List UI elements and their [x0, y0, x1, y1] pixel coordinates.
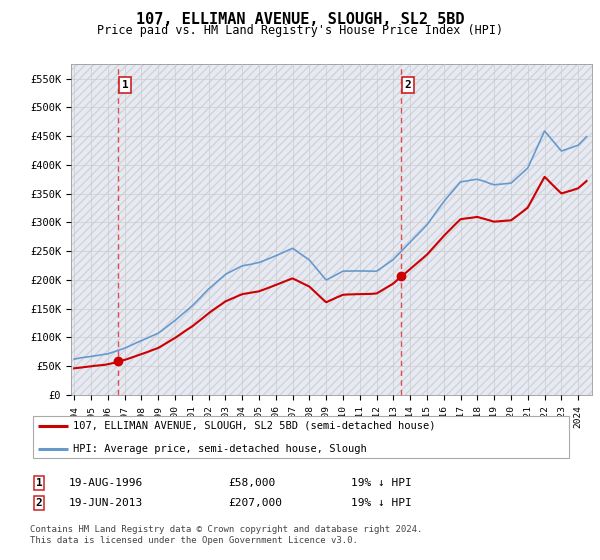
Text: 107, ELLIMAN AVENUE, SLOUGH, SL2 5BD: 107, ELLIMAN AVENUE, SLOUGH, SL2 5BD — [136, 12, 464, 27]
Text: £58,000: £58,000 — [228, 478, 275, 488]
Text: HPI: Average price, semi-detached house, Slough: HPI: Average price, semi-detached house,… — [73, 444, 367, 454]
Text: Price paid vs. HM Land Registry's House Price Index (HPI): Price paid vs. HM Land Registry's House … — [97, 24, 503, 37]
Text: 19-AUG-1996: 19-AUG-1996 — [69, 478, 143, 488]
Text: 19-JUN-2013: 19-JUN-2013 — [69, 498, 143, 508]
Text: 2: 2 — [35, 498, 43, 508]
Text: £207,000: £207,000 — [228, 498, 282, 508]
Text: Contains HM Land Registry data © Crown copyright and database right 2024.
This d: Contains HM Land Registry data © Crown c… — [30, 525, 422, 545]
Text: 1: 1 — [122, 80, 128, 90]
FancyBboxPatch shape — [33, 416, 569, 459]
Text: 107, ELLIMAN AVENUE, SLOUGH, SL2 5BD (semi-detached house): 107, ELLIMAN AVENUE, SLOUGH, SL2 5BD (se… — [73, 421, 436, 431]
Text: 19% ↓ HPI: 19% ↓ HPI — [351, 498, 412, 508]
Text: 19% ↓ HPI: 19% ↓ HPI — [351, 478, 412, 488]
Text: 2: 2 — [404, 80, 411, 90]
Text: 1: 1 — [35, 478, 43, 488]
